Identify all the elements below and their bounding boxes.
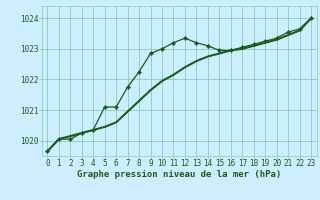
- X-axis label: Graphe pression niveau de la mer (hPa): Graphe pression niveau de la mer (hPa): [77, 170, 281, 179]
